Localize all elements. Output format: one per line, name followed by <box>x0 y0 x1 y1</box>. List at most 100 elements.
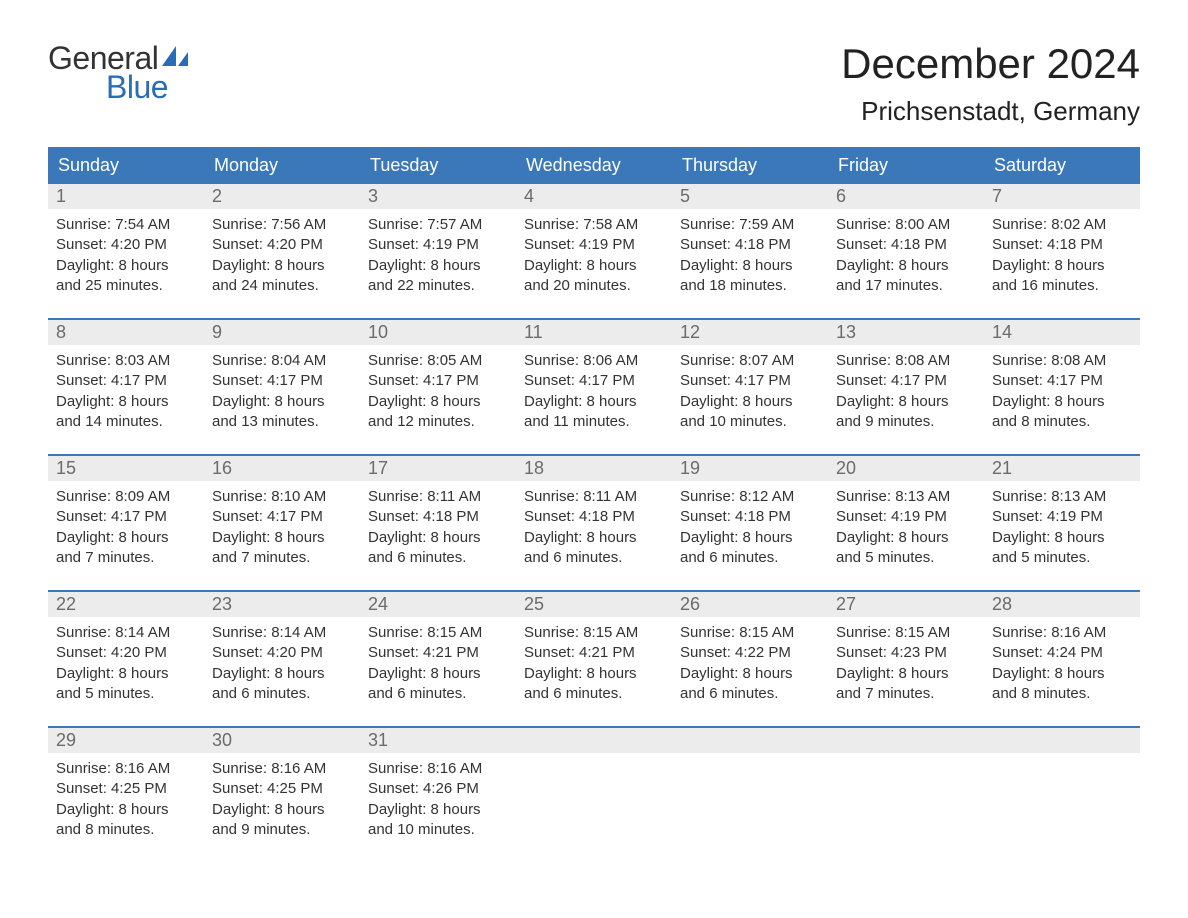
daylight-line-2: and 5 minutes. <box>56 684 196 704</box>
day-detail-row: Sunrise: 8:09 AMSunset: 4:17 PMDaylight:… <box>48 481 1140 577</box>
day-detail-cell: Sunrise: 8:11 AMSunset: 4:18 PMDaylight:… <box>516 481 672 577</box>
weekday-header: Tuesday <box>360 147 516 184</box>
daylight-line: Daylight: 8 hours <box>368 392 508 412</box>
day-detail-cell: Sunrise: 7:54 AMSunset: 4:20 PMDaylight:… <box>48 209 204 305</box>
day-detail-cell: Sunrise: 8:16 AMSunset: 4:26 PMDaylight:… <box>360 753 516 849</box>
sunset-line: Sunset: 4:17 PM <box>680 371 820 391</box>
day-number-cell: 30 <box>204 727 360 753</box>
daylight-line: Daylight: 8 hours <box>524 528 664 548</box>
day-number-row: 891011121314 <box>48 319 1140 345</box>
daylight-line-2: and 9 minutes. <box>836 412 976 432</box>
sunrise-line: Sunrise: 8:13 AM <box>992 487 1132 507</box>
daylight-line: Daylight: 8 hours <box>212 800 352 820</box>
day-number-cell: 17 <box>360 455 516 481</box>
day-detail-cell: Sunrise: 8:15 AMSunset: 4:21 PMDaylight:… <box>360 617 516 713</box>
sunset-line: Sunset: 4:17 PM <box>212 507 352 527</box>
day-number-row: 1234567 <box>48 184 1140 209</box>
sunrise-line: Sunrise: 8:11 AM <box>368 487 508 507</box>
sunrise-line: Sunrise: 8:16 AM <box>212 759 352 779</box>
sunrise-line: Sunrise: 8:12 AM <box>680 487 820 507</box>
daylight-line-2: and 7 minutes. <box>212 548 352 568</box>
sunrise-line: Sunrise: 7:58 AM <box>524 215 664 235</box>
month-title: December 2024 <box>841 40 1140 88</box>
sunset-line: Sunset: 4:26 PM <box>368 779 508 799</box>
daylight-line-2: and 6 minutes. <box>524 548 664 568</box>
day-number-cell: 27 <box>828 591 984 617</box>
daylight-line-2: and 24 minutes. <box>212 276 352 296</box>
daylight-line: Daylight: 8 hours <box>680 392 820 412</box>
daylight-line: Daylight: 8 hours <box>680 528 820 548</box>
sunrise-line: Sunrise: 8:08 AM <box>836 351 976 371</box>
day-number-cell: 29 <box>48 727 204 753</box>
sunset-line: Sunset: 4:18 PM <box>992 235 1132 255</box>
day-detail-cell: Sunrise: 7:58 AMSunset: 4:19 PMDaylight:… <box>516 209 672 305</box>
day-detail-cell: Sunrise: 7:59 AMSunset: 4:18 PMDaylight:… <box>672 209 828 305</box>
daylight-line-2: and 10 minutes. <box>368 820 508 840</box>
sunrise-line: Sunrise: 8:14 AM <box>56 623 196 643</box>
day-number-cell <box>672 727 828 753</box>
day-detail-cell: Sunrise: 8:00 AMSunset: 4:18 PMDaylight:… <box>828 209 984 305</box>
day-detail-cell: Sunrise: 8:16 AMSunset: 4:25 PMDaylight:… <box>204 753 360 849</box>
sunrise-line: Sunrise: 8:07 AM <box>680 351 820 371</box>
sunset-line: Sunset: 4:20 PM <box>56 235 196 255</box>
sunrise-line: Sunrise: 8:15 AM <box>836 623 976 643</box>
daylight-line: Daylight: 8 hours <box>368 664 508 684</box>
sunset-line: Sunset: 4:17 PM <box>56 507 196 527</box>
daylight-line-2: and 6 minutes. <box>212 684 352 704</box>
day-number-cell <box>984 727 1140 753</box>
day-detail-row: Sunrise: 8:14 AMSunset: 4:20 PMDaylight:… <box>48 617 1140 713</box>
daylight-line: Daylight: 8 hours <box>56 800 196 820</box>
day-detail-cell: Sunrise: 8:08 AMSunset: 4:17 PMDaylight:… <box>984 345 1140 441</box>
sunset-line: Sunset: 4:24 PM <box>992 643 1132 663</box>
location-title: Prichsenstadt, Germany <box>841 96 1140 127</box>
daylight-line-2: and 8 minutes. <box>56 820 196 840</box>
day-number-cell: 8 <box>48 319 204 345</box>
day-detail-cell: Sunrise: 8:14 AMSunset: 4:20 PMDaylight:… <box>204 617 360 713</box>
day-detail-cell: Sunrise: 8:02 AMSunset: 4:18 PMDaylight:… <box>984 209 1140 305</box>
day-number-cell: 1 <box>48 184 204 209</box>
brand-word-2: Blue <box>106 69 168 106</box>
daylight-line-2: and 25 minutes. <box>56 276 196 296</box>
daylight-line: Daylight: 8 hours <box>212 528 352 548</box>
title-block: December 2024 Prichsenstadt, Germany <box>841 40 1140 127</box>
daylight-line: Daylight: 8 hours <box>212 392 352 412</box>
day-detail-cell <box>984 753 1140 849</box>
day-number-cell: 11 <box>516 319 672 345</box>
day-number-cell <box>828 727 984 753</box>
day-number-cell: 4 <box>516 184 672 209</box>
sunset-line: Sunset: 4:20 PM <box>212 235 352 255</box>
day-number-cell: 19 <box>672 455 828 481</box>
sunset-line: Sunset: 4:21 PM <box>368 643 508 663</box>
day-number-cell: 16 <box>204 455 360 481</box>
daylight-line-2: and 6 minutes. <box>524 684 664 704</box>
day-detail-cell: Sunrise: 8:10 AMSunset: 4:17 PMDaylight:… <box>204 481 360 577</box>
sunset-line: Sunset: 4:17 PM <box>368 371 508 391</box>
daylight-line: Daylight: 8 hours <box>212 256 352 276</box>
daylight-line-2: and 6 minutes. <box>368 548 508 568</box>
day-detail-cell: Sunrise: 8:12 AMSunset: 4:18 PMDaylight:… <box>672 481 828 577</box>
weekday-header: Thursday <box>672 147 828 184</box>
daylight-line: Daylight: 8 hours <box>368 256 508 276</box>
daylight-line: Daylight: 8 hours <box>524 392 664 412</box>
daylight-line: Daylight: 8 hours <box>992 392 1132 412</box>
sunset-line: Sunset: 4:19 PM <box>524 235 664 255</box>
sunset-line: Sunset: 4:18 PM <box>836 235 976 255</box>
day-detail-cell: Sunrise: 8:06 AMSunset: 4:17 PMDaylight:… <box>516 345 672 441</box>
daylight-line: Daylight: 8 hours <box>56 664 196 684</box>
calendar-body: 1234567Sunrise: 7:54 AMSunset: 4:20 PMDa… <box>48 184 1140 849</box>
daylight-line-2: and 9 minutes. <box>212 820 352 840</box>
daylight-line: Daylight: 8 hours <box>56 528 196 548</box>
sunset-line: Sunset: 4:19 PM <box>992 507 1132 527</box>
day-detail-cell: Sunrise: 8:03 AMSunset: 4:17 PMDaylight:… <box>48 345 204 441</box>
calendar-table: Sunday Monday Tuesday Wednesday Thursday… <box>48 147 1140 849</box>
day-number-cell: 24 <box>360 591 516 617</box>
day-number-cell: 26 <box>672 591 828 617</box>
daylight-line-2: and 20 minutes. <box>524 276 664 296</box>
daylight-line: Daylight: 8 hours <box>524 664 664 684</box>
daylight-line-2: and 6 minutes. <box>680 684 820 704</box>
day-number-cell: 9 <box>204 319 360 345</box>
sunrise-line: Sunrise: 8:13 AM <box>836 487 976 507</box>
daylight-line: Daylight: 8 hours <box>836 664 976 684</box>
weekday-header: Sunday <box>48 147 204 184</box>
day-number-cell: 20 <box>828 455 984 481</box>
